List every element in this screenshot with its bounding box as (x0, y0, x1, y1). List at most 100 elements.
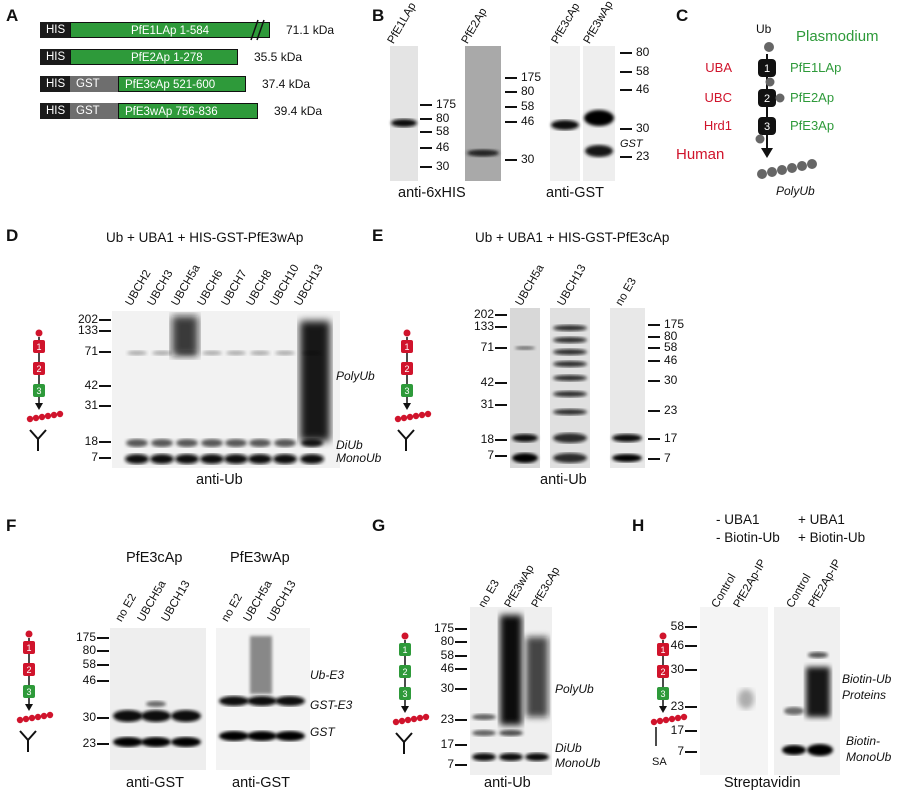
ubiquitin-icon (807, 159, 817, 169)
blot-smear (172, 316, 198, 356)
mw-marker-label: 46 (521, 114, 535, 128)
lane-label: PfE2Ap-IP (806, 557, 844, 610)
marker-tick (495, 382, 507, 384)
enzyme-step-icon (401, 340, 413, 353)
western-blot-d (112, 311, 340, 468)
annotation-polyub-g: PolyUb (555, 682, 594, 696)
mw-marker-label: 202 (473, 307, 494, 321)
marker-tick (455, 655, 467, 657)
enzyme-step-icon (758, 59, 776, 77)
mw-marker-label: 133 (77, 323, 98, 337)
ubiquitin-icon (650, 718, 658, 726)
blot-band (141, 737, 171, 747)
step-number: 2 (764, 93, 770, 105)
marker-tick (620, 128, 632, 130)
blot-smear (300, 321, 330, 441)
ubiquitination-cascade-icon: 1 2 3 (392, 327, 438, 482)
blot-band (472, 730, 496, 736)
blot-band (472, 753, 496, 761)
sa-label: SA (652, 756, 667, 768)
mw-marker-label: 30 (82, 710, 96, 724)
ubiquitin-icon (777, 165, 787, 175)
mw-marker-label: 23 (670, 699, 684, 713)
his-tag: HIS (40, 76, 70, 92)
lane-label: PfE3wAp (581, 0, 616, 47)
mw-marker-label: 80 (436, 111, 450, 125)
enzyme-step-icon (33, 340, 45, 353)
blot-band (152, 350, 172, 356)
enzyme-step-icon (399, 665, 411, 678)
annotation-monoub-g: MonoUb (555, 756, 601, 770)
mw-marker-label: 71 (84, 344, 98, 358)
blot-band (808, 652, 828, 658)
enzyme-step-icon (657, 665, 669, 678)
cascade-svg: 1 2 3 (755, 42, 817, 179)
caption-b-1: anti-6xHIS (398, 185, 466, 201)
svg-text:1: 1 (36, 342, 41, 352)
ubiquitin-icon (25, 630, 33, 638)
ubiquitin-icon (392, 718, 400, 726)
marker-tick (505, 121, 517, 123)
mw-marker-label: 23 (440, 712, 454, 726)
plasmodium-enzyme: PfE2Ap (790, 90, 835, 105)
marker-tick (495, 404, 507, 406)
mw-marker-label: 46 (440, 661, 454, 675)
marker-tick (97, 680, 109, 682)
blot-band (247, 731, 277, 741)
mw-marker-label: 202 (77, 312, 98, 326)
mw-marker-label: 7 (487, 448, 494, 462)
lane-label: no E3 (613, 275, 640, 308)
ubiquitin-icon (28, 714, 36, 722)
svg-text:1: 1 (404, 342, 409, 352)
molecular-weight: 35.5 kDa (254, 50, 303, 64)
svg-text:3: 3 (26, 687, 31, 697)
ubiquitin-icon (38, 413, 46, 421)
mw-marker-label: 80 (440, 634, 454, 648)
enzyme-step-icon (657, 643, 669, 656)
ubiquitin-icon (757, 169, 767, 179)
lane-label: no E2 (113, 591, 140, 624)
panel-label-d: D (6, 226, 19, 245)
annotation-monoub-d: MonoUb (336, 451, 382, 465)
marker-tick (685, 730, 697, 732)
svg-text:3: 3 (36, 386, 41, 396)
blot-band (126, 439, 148, 447)
caption-d: anti-Ub (196, 472, 243, 488)
mw-marker-label: 46 (436, 140, 450, 154)
marker-tick (648, 324, 660, 326)
blot-band (273, 454, 297, 464)
caption-b-2: anti-GST (546, 185, 605, 201)
marker-tick (420, 118, 432, 120)
enzyme-step-icon (23, 685, 35, 698)
mw-marker-label: 46 (82, 673, 96, 687)
human-enzyme: UBC (704, 90, 732, 105)
blot-band (553, 391, 587, 397)
protein-domain: PfE3wAp 756-836 (118, 103, 258, 119)
marker-tick (505, 77, 517, 79)
marker-tick (620, 89, 632, 91)
svg-text:2: 2 (660, 667, 665, 677)
enzyme-step-icon (657, 687, 669, 700)
marker-tick (505, 91, 517, 93)
marker-tick (99, 441, 111, 443)
condition-1-line-1: - UBA1 (716, 512, 760, 527)
blot-band (150, 454, 174, 464)
ubiquitin-icon (668, 715, 676, 723)
blot-band (807, 744, 833, 756)
marker-tick (495, 347, 507, 349)
ubiquitin-icon (422, 713, 430, 721)
ubiquitin-icon (410, 715, 418, 723)
ubiquitin-icon (56, 410, 64, 418)
panel-d-title: Ub + UBA1 + HIS-GST-PfE3wAp (106, 230, 304, 245)
protein-domain: PfE3cAp 521-600 (118, 76, 246, 92)
plasmodium-enzyme: PfE1LAp (790, 60, 842, 75)
species-label-plasmodium: Plasmodium (796, 28, 879, 45)
marker-tick (648, 360, 660, 362)
mw-marker-label: 58 (636, 64, 650, 78)
marker-tick (455, 628, 467, 630)
marker-tick (99, 405, 111, 407)
panel-label-b: B (372, 6, 385, 25)
mw-marker-label: 18 (84, 434, 98, 448)
blot-band (202, 350, 222, 356)
ubiquitin-icon (40, 712, 48, 720)
